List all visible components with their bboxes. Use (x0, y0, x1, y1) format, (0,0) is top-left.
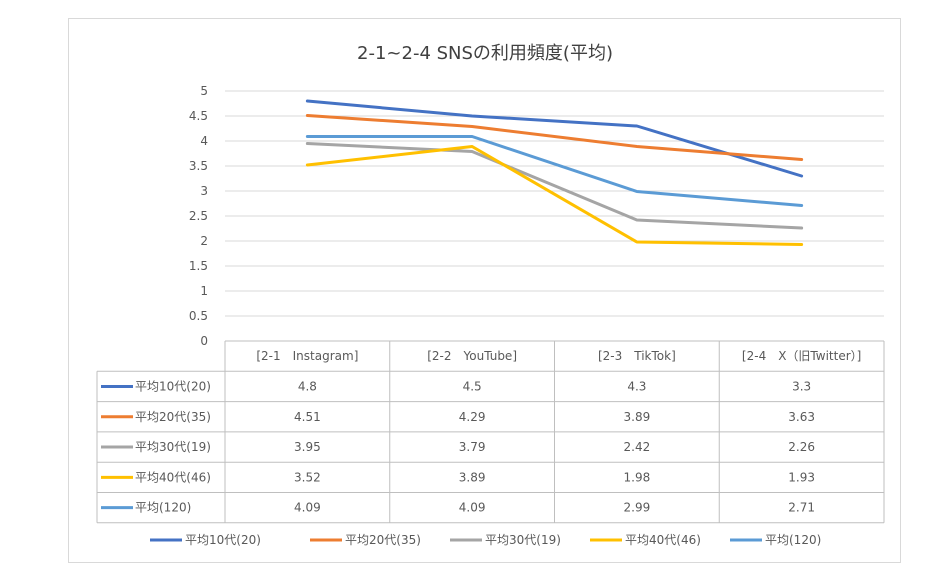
y-tick-label: 3.5 (189, 159, 208, 173)
table-value: 3.95 (294, 440, 321, 454)
legend-label: 平均30代(19) (485, 533, 561, 547)
table-value: 2.42 (624, 440, 651, 454)
y-tick-label: 2 (200, 234, 208, 248)
series-line (305, 99, 804, 178)
table-series-name: 平均40代(46) (135, 470, 211, 484)
y-tick-label: 1 (200, 284, 208, 298)
y-tick-label: 3 (200, 184, 208, 198)
series-line (305, 142, 804, 230)
legend-label: 平均20代(35) (345, 533, 421, 547)
y-tick-label: 5 (200, 84, 208, 98)
table-series-name: 平均(120) (135, 501, 191, 515)
category-label: [2-2 YouTube] (427, 349, 517, 363)
table-value: 4.3 (627, 379, 646, 393)
table-value: 4.5 (463, 379, 482, 393)
table-series-name: 平均30代(19) (135, 440, 211, 454)
table-value: 1.93 (788, 470, 815, 484)
y-tick-label: 1.5 (189, 259, 208, 273)
table-series-name: 平均20代(35) (135, 410, 211, 424)
table-value: 3.79 (459, 440, 486, 454)
table-value: 4.29 (459, 410, 486, 424)
table-value: 3.63 (788, 410, 815, 424)
table-value: 2.71 (788, 501, 815, 515)
legend-label: 平均40代(46) (625, 533, 701, 547)
table-value: 3.3 (792, 379, 811, 393)
category-label: [2-4 X（旧Twitter）] (742, 349, 861, 363)
series-line (305, 135, 804, 207)
table-value: 3.52 (294, 470, 321, 484)
legend-label: 平均(120) (765, 533, 821, 547)
series-line (305, 114, 804, 161)
table-value: 2.26 (788, 440, 815, 454)
y-tick-label: 4.5 (189, 109, 208, 123)
chart-title: 2-1~2-4 SNSの利用頻度(平均) (357, 43, 613, 64)
line-chart: 2-1~2-4 SNSの利用頻度(平均) 0 0.5 1 1.5 2 2.5 3 3.5 4 4.… (96, 43, 885, 547)
category-label: [2-1 Instagram] (256, 349, 358, 363)
table-value: 1.98 (624, 470, 651, 484)
category-label: [2-3 TikTok] (598, 349, 676, 363)
table-value: 3.89 (459, 470, 486, 484)
y-tick-label: 4 (200, 134, 208, 148)
table-series-name: 平均10代(20) (135, 379, 211, 393)
table-value: 3.89 (624, 410, 651, 424)
table-value: 4.51 (294, 410, 321, 424)
series-line (305, 145, 804, 246)
y-tick-label: 2.5 (189, 209, 208, 223)
table-value: 4.09 (294, 501, 321, 515)
table-value: 4.09 (459, 501, 486, 515)
table-value: 4.8 (298, 379, 317, 393)
y-tick-label: 0 (200, 334, 208, 348)
y-tick-label: 0.5 (189, 309, 208, 323)
chart-frame: 2-1~2-4 SNSの利用頻度(平均) 0 0.5 1 1.5 2 2.5 3 3.5 4 4.… (68, 18, 901, 563)
table-value: 2.99 (624, 501, 651, 515)
legend-label: 平均10代(20) (185, 533, 261, 547)
